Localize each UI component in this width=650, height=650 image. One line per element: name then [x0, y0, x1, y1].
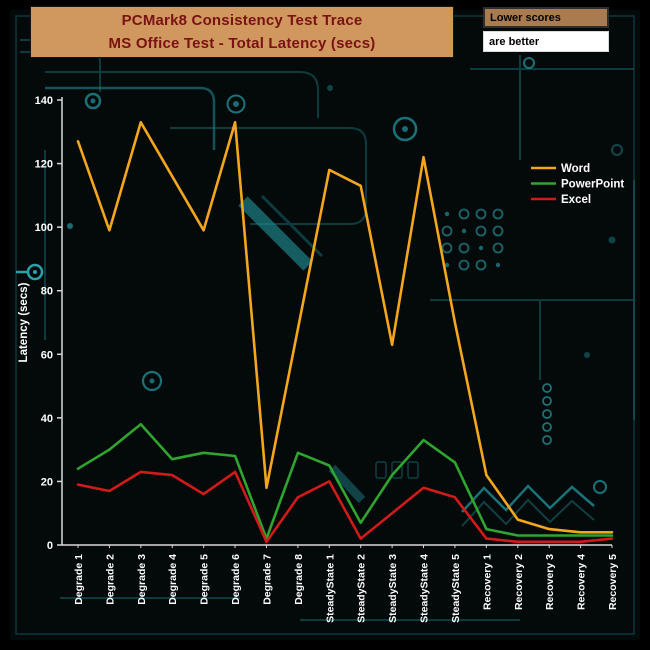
- circuit-dot-grid: [441, 208, 504, 271]
- x-tick-label: SteadyState 3: [387, 554, 399, 623]
- legend-label-word: Word: [561, 163, 590, 175]
- y-tick-label: 120: [35, 159, 53, 171]
- series-line-excel: [76, 470, 614, 544]
- series-line-word: [76, 121, 614, 534]
- x-tick-label: SteadyState 1: [324, 554, 336, 623]
- x-tick-label: Degrade 8: [293, 554, 305, 605]
- y-tick-label: 100: [35, 222, 53, 234]
- circuit-components: [375, 461, 595, 527]
- x-tick-label: Recovery 4: [576, 554, 588, 610]
- legend-label-excel: Excel: [561, 194, 591, 206]
- are-better-badge: are better: [483, 31, 609, 52]
- circuit-vias: [67, 85, 616, 384]
- x-tick-label: Recovery 1: [481, 554, 493, 610]
- x-tick-label: Degrade 6: [230, 554, 242, 605]
- x-tick-label: Degrade 1: [73, 554, 85, 605]
- x-tick-label: SteadyState 2: [356, 554, 368, 623]
- y-tick-label: 40: [41, 413, 53, 425]
- chart-title-line1: PCMark8 Consistency Test Trace: [121, 12, 363, 29]
- chart-title-box: PCMark8 Consistency Test Trace MS Office…: [30, 6, 454, 58]
- legend-label-powerpoint: PowerPoint: [561, 179, 624, 191]
- x-tick-label: Degrade 2: [104, 554, 116, 605]
- x-tick-label: Recovery 3: [544, 554, 556, 610]
- x-tick-label: SteadyState 5: [450, 554, 462, 623]
- series-line-powerpoint: [76, 422, 614, 540]
- y-tick-label: 20: [41, 476, 53, 488]
- y-tick-label: 0: [47, 540, 53, 552]
- chart-title-line2: MS Office Test - Total Latency (secs): [108, 35, 376, 52]
- x-tick-label: Degrade 3: [136, 554, 148, 605]
- circuit-bright-via: [33, 270, 37, 274]
- lower-scores-badge: Lower scores: [483, 7, 609, 28]
- circuit-bright-ring: [16, 263, 44, 281]
- x-tick-label: Recovery 5: [607, 554, 619, 610]
- circuit-pads: [45, 57, 623, 513]
- x-tick-label: Degrade 7: [261, 554, 273, 605]
- y-tick-label: 80: [41, 286, 53, 298]
- circuit-traces: [20, 39, 635, 621]
- are-better-label: are better: [489, 35, 540, 48]
- x-tick-label: Degrade 4: [167, 554, 179, 605]
- x-tick-label: Degrade 5: [199, 554, 211, 605]
- lower-scores-label: Lower scores: [490, 11, 561, 24]
- x-tick-label: Recovery 2: [513, 554, 525, 610]
- y-tick-label: 60: [41, 349, 53, 361]
- y-tick-label: 140: [35, 95, 53, 107]
- x-tick-label: SteadyState 4: [419, 554, 431, 623]
- y-axis-title: Latency (secs): [18, 282, 30, 362]
